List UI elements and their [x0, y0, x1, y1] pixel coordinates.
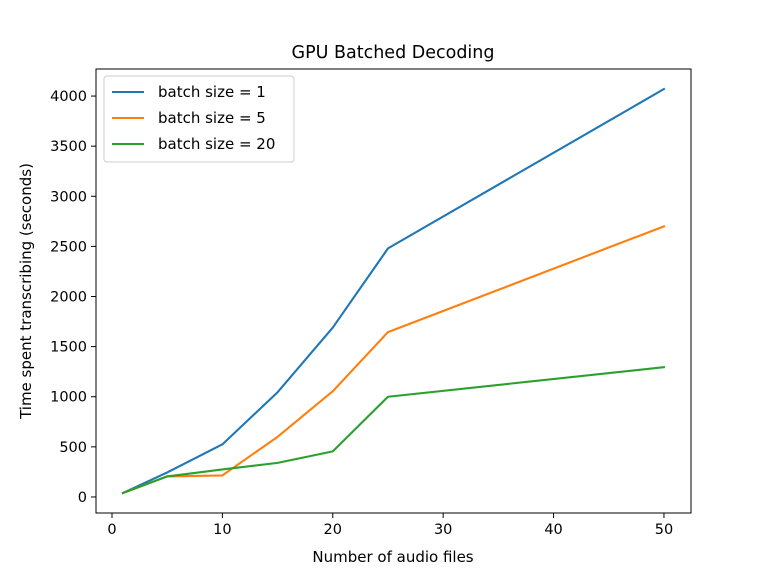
chart-title: GPU Batched Decoding [292, 43, 495, 63]
plot-area: 0 10 20 30 40 5005001000150020002500300035004… [50, 68, 692, 538]
y-tick-label: 1500 [50, 340, 87, 356]
x-tick-label: 50 [655, 522, 673, 538]
y-tick-label: 3000 [50, 189, 87, 205]
x-tick-label: 30 [434, 522, 452, 538]
y-tick-label: 2500 [50, 239, 87, 255]
x-tick-label: 0 [107, 522, 116, 538]
y-axis-label: Time spent transcribing (seconds) [17, 163, 35, 420]
legend-entry-2: batch size = 5 [158, 109, 266, 127]
legend-entry-3: batch size = 20 [158, 135, 275, 153]
y-tick-label: 1000 [50, 390, 87, 406]
series-line-3 [121, 366, 666, 495]
y-tick-label: 0 [78, 490, 87, 506]
x-axis-label: Number of audio files [312, 548, 473, 566]
y-tick-label: 2000 [50, 290, 87, 306]
x-tick-label: 10 [213, 522, 231, 538]
y-tick-label: 3500 [50, 139, 87, 155]
x-tick-label: 20 [324, 522, 342, 538]
legend-entry-1: batch size = 1 [158, 83, 266, 101]
series-line-1 [121, 87, 666, 495]
legend-box [103, 75, 295, 163]
plot-frame [95, 68, 692, 514]
y-tick-label: 4000 [50, 89, 87, 105]
y-tick-label: 500 [59, 440, 87, 456]
x-tick-label: 40 [544, 522, 562, 538]
